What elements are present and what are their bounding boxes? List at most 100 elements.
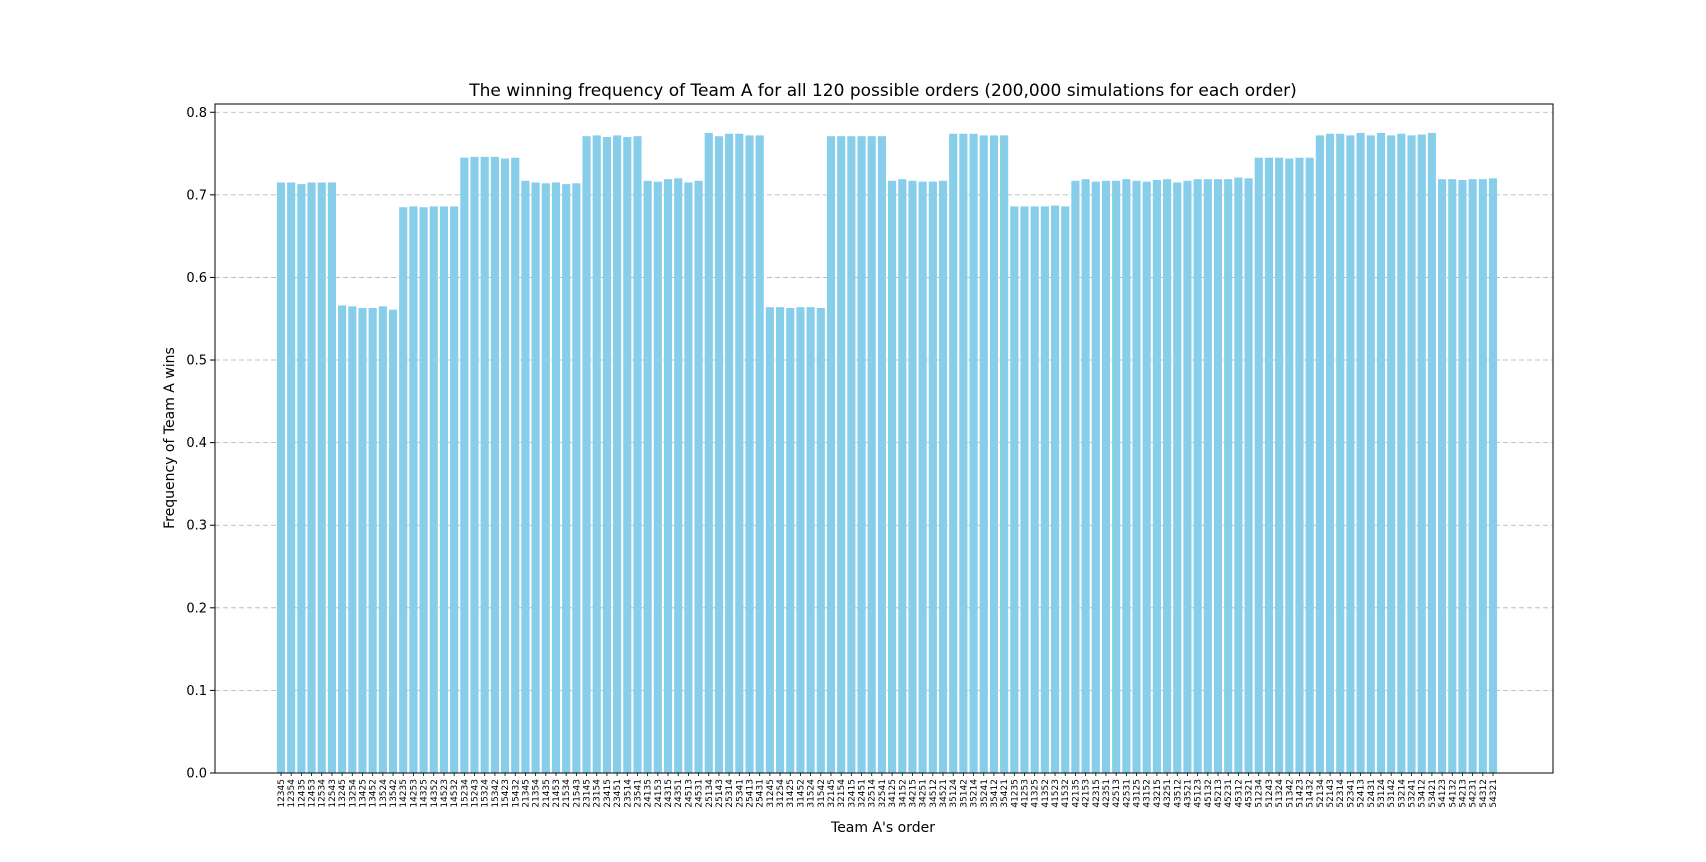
x-tick-label: 53214 — [1397, 779, 1407, 808]
bar-54213 — [1458, 179, 1467, 774]
bar-51342 — [1285, 158, 1294, 773]
x-tick-label: 21435 — [542, 779, 552, 808]
bar-45312 — [1234, 177, 1243, 774]
bar-31425 — [786, 308, 795, 773]
bar-41235 — [1010, 206, 1019, 774]
x-tick-label: 15243 — [471, 779, 481, 808]
bar-34152 — [898, 179, 907, 774]
x-tick-label: 52134 — [1316, 779, 1326, 808]
bar-42315 — [1091, 181, 1100, 774]
bar-24531 — [694, 180, 703, 774]
x-tick-label: 24315 — [664, 779, 674, 808]
x-tick-label: 25431 — [756, 779, 766, 808]
bar-14253 — [409, 206, 418, 774]
y-tick-label: 0.5 — [186, 354, 207, 369]
bar-54231 — [1468, 179, 1477, 774]
x-tick-label: 15324 — [481, 779, 491, 808]
bar-24513 — [684, 182, 693, 774]
x-tick-label: 41523 — [1051, 779, 1061, 808]
y-axis-label: Frequency of Team A wins — [162, 347, 178, 529]
x-tick-label: 14352 — [430, 779, 440, 808]
bar-15324 — [480, 156, 489, 773]
x-tick-label: 13254 — [348, 779, 358, 808]
bar-23145 — [582, 136, 591, 773]
bar-42531 — [1122, 179, 1131, 774]
x-tick-label: 32451 — [858, 779, 868, 808]
bar-12354 — [287, 182, 296, 774]
bar-15432 — [511, 157, 520, 773]
x-tick-label: 32145 — [827, 779, 837, 808]
y-tick-label: 0.7 — [186, 188, 207, 203]
x-tick-label: 54231 — [1469, 779, 1479, 808]
bar-35241 — [979, 135, 988, 773]
x-tick-label: 31452 — [796, 779, 806, 808]
x-tick-label: 34152 — [898, 779, 908, 808]
bar-34521 — [938, 180, 948, 774]
bar-13254 — [348, 306, 357, 773]
bar-31452 — [796, 307, 805, 773]
bar-52413 — [1356, 132, 1365, 773]
bar-45321 — [1244, 178, 1253, 774]
bar-13245 — [338, 305, 347, 773]
x-tick-label: 35241 — [980, 779, 990, 808]
x-tick-label: 42315 — [1092, 779, 1102, 808]
x-tick-label: 31542 — [817, 779, 827, 808]
bar-52431 — [1366, 135, 1375, 773]
bar-34251 — [918, 181, 927, 774]
bar-32415 — [847, 136, 856, 773]
x-tick-label: 34521 — [939, 779, 949, 808]
x-tick-label: 23451 — [613, 779, 623, 808]
bar-32145 — [826, 136, 836, 773]
bar-15243 — [470, 156, 479, 773]
bar-42351 — [1101, 180, 1111, 774]
x-tick-label: 51324 — [1275, 779, 1285, 808]
x-tick-label: 25143 — [715, 779, 725, 808]
x-tick-label: 52431 — [1367, 779, 1377, 808]
x-tick-label: 53421 — [1428, 779, 1438, 808]
bar-25431 — [755, 135, 764, 773]
x-tick-label: 31524 — [807, 779, 817, 808]
x-tick-label: 12453 — [308, 779, 318, 808]
x-tick-label: 14523 — [440, 779, 450, 808]
x-tick-label: 32154 — [837, 779, 847, 808]
bar-15423 — [500, 158, 510, 773]
x-tick-label: 43512 — [1173, 779, 1183, 808]
x-tick-label: 23154 — [593, 779, 603, 808]
bar-35124 — [949, 133, 958, 773]
x-tick-label: 15423 — [501, 779, 511, 808]
bar-14235 — [399, 207, 408, 774]
bars — [276, 132, 1498, 774]
x-tick-label: 25341 — [735, 779, 745, 808]
x-tick-label: 34125 — [888, 779, 898, 808]
x-tick-label: 52314 — [1336, 779, 1346, 808]
bar-35214 — [969, 133, 978, 773]
x-tick-label: 12435 — [297, 779, 307, 808]
bar-31524 — [806, 307, 815, 773]
bar-54312 — [1478, 179, 1487, 774]
bar-13425 — [358, 308, 367, 773]
x-tick-label: 35124 — [949, 779, 959, 808]
bar-14325 — [419, 207, 428, 774]
x-tick-label: 35412 — [990, 779, 1000, 808]
x-tick-label: 42531 — [1122, 779, 1132, 808]
x-tick-label: 13524 — [379, 779, 389, 808]
x-tick-label: 43152 — [1143, 779, 1153, 808]
x-tick-label: 31425 — [786, 779, 796, 808]
bar-54321 — [1488, 178, 1498, 774]
bar-52134 — [1315, 135, 1324, 773]
x-tick-label: 54321 — [1489, 779, 1499, 808]
bar-52341 — [1346, 135, 1355, 773]
bar-25314 — [725, 133, 734, 773]
bar-43215 — [1152, 179, 1161, 774]
bar-43125 — [1132, 180, 1141, 774]
bar-52314 — [1336, 133, 1345, 773]
x-tick-label: 45321 — [1245, 779, 1255, 808]
bar-25341 — [735, 133, 744, 773]
x-tick-label: 32415 — [847, 779, 857, 808]
x-tick-label: 24135 — [644, 779, 654, 808]
bar-12345 — [276, 182, 286, 774]
x-tick-label: 54132 — [1448, 779, 1458, 808]
y-tick-label: 0.1 — [186, 684, 207, 699]
bar-13542 — [388, 309, 398, 773]
x-tick-label: 45123 — [1194, 779, 1204, 808]
